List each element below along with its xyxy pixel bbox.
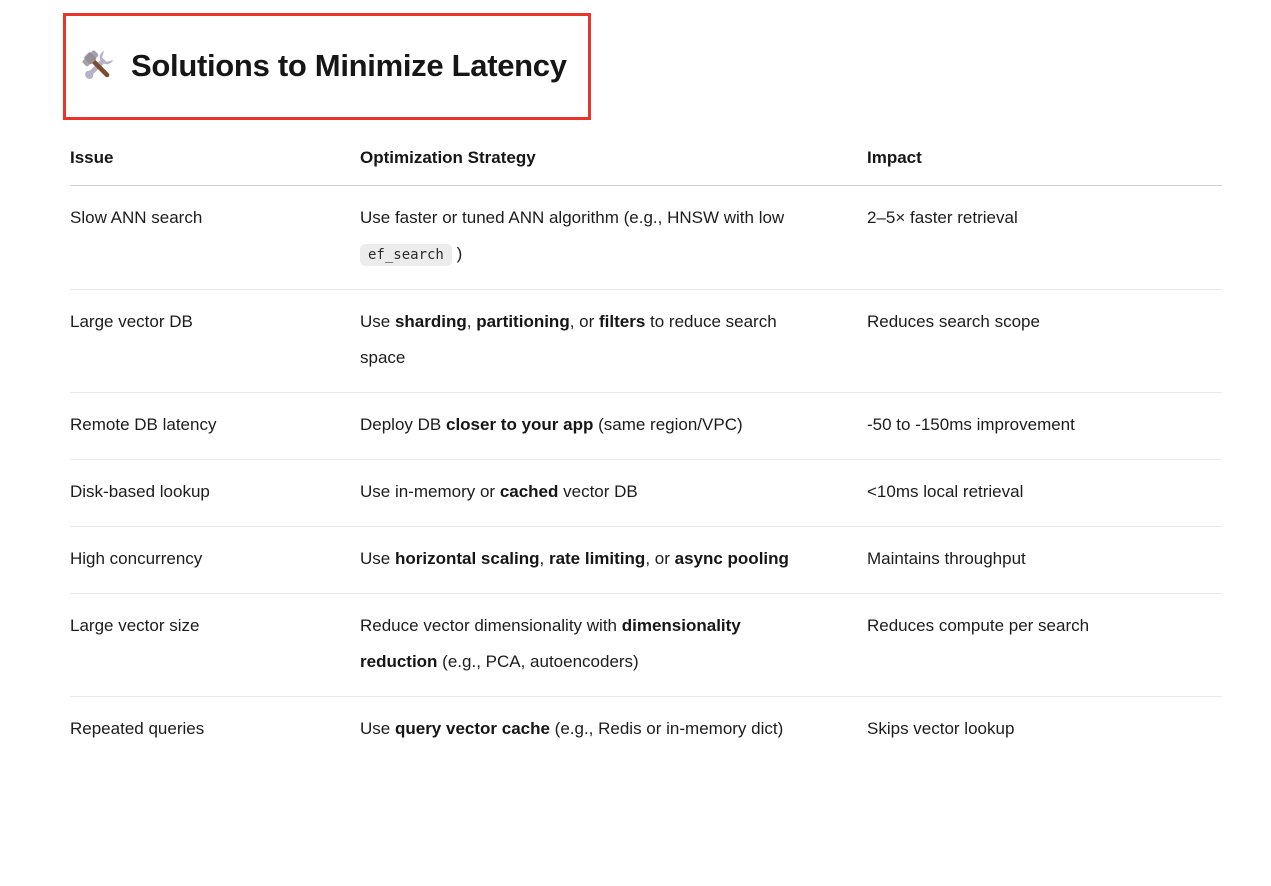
impact-cell: Skips vector lookup <box>867 719 1015 739</box>
table-header-row: Issue Optimization Strategy Impact <box>70 147 1222 187</box>
column-header: Issue <box>70 147 360 187</box>
table-row: Repeated queries Use query vector cache (… <box>70 697 1222 764</box>
latency-solutions-table: Issue Optimization Strategy Impact Slow AN… <box>70 147 1222 763</box>
document-content: Solutions to Minimize Latency Issue Optim… <box>63 13 1222 763</box>
column-header: Impact <box>867 147 1222 187</box>
page-title: Solutions to Minimize Latency <box>131 47 567 83</box>
impact-cell: Reduces search scope <box>867 289 1222 394</box>
table-row: Remote DB latency Deploy DB closer to you… <box>70 392 1222 461</box>
impact-cell: Reduces compute per search <box>867 593 1222 698</box>
table-row: Disk-based lookup Use in-memory or cached… <box>70 459 1222 528</box>
strategy-cell: Reduce vector dimensionality with dimens… <box>360 593 867 698</box>
strategy-cell: Use in-memory or cached vector DB <box>360 459 867 528</box>
impact-cell: Maintains throughput <box>867 526 1222 595</box>
impact-cell: -50 to -150ms improvement <box>867 392 1222 461</box>
issue-cell: Slow ANN search <box>70 185 360 291</box>
strategy-cell: Deploy DB closer to your app (same regio… <box>360 392 867 461</box>
strategy-cell: Use sharding, partitioning, or filters t… <box>360 289 867 394</box>
table-row: Large vector DB Use sharding, partitionin… <box>70 289 1222 394</box>
column-header: Optimization Strategy <box>360 147 867 187</box>
impact-cell: <10ms local retrieval <box>867 459 1222 528</box>
inline-code: ef_search <box>360 244 452 267</box>
strategy-cell: Use query vector cache (e.g., Redis or i… <box>360 719 784 739</box>
issue-cell: Remote DB latency <box>70 392 360 461</box>
table-row: Large vector size Reduce vector dimension… <box>70 593 1222 698</box>
table-body: Slow ANN search Use faster or tuned ANN a… <box>70 185 1222 764</box>
issue-cell: Disk-based lookup <box>70 459 360 528</box>
table-row: Slow ANN search Use faster or tuned ANN a… <box>70 185 1222 291</box>
hammer-and-wrench-icon <box>82 50 114 79</box>
issue-cell: High concurrency <box>70 526 360 595</box>
title-annotation-box: Solutions to Minimize Latency <box>63 13 591 121</box>
strategy-cell: Use faster or tuned ANN algorithm (e.g.,… <box>360 185 867 291</box>
issue-cell: Repeated queries <box>70 719 205 739</box>
table-row: High concurrency Use horizontal scaling, … <box>70 526 1222 595</box>
issue-cell: Large vector size <box>70 593 360 698</box>
issue-cell: Large vector DB <box>70 289 360 394</box>
strategy-cell: Use horizontal scaling, rate limiting, o… <box>360 526 867 595</box>
impact-cell: 2–5× faster retrieval <box>867 185 1222 291</box>
